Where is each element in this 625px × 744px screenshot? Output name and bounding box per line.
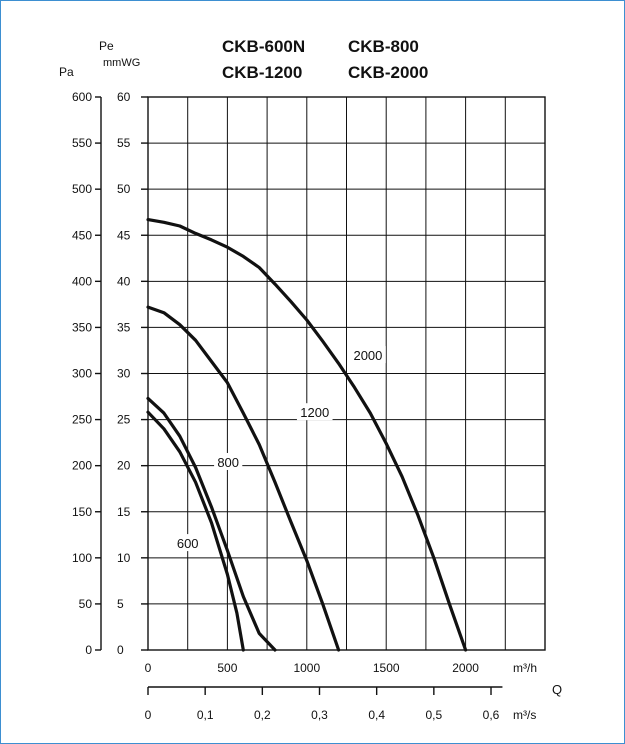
tick-labels: 0501001502002503003504004505005506000510… [72, 90, 537, 722]
pa-tick-label: 0 [85, 643, 92, 657]
mmwg-tick-label: 20 [117, 459, 131, 473]
pa-tick-label: 200 [72, 459, 92, 473]
title-model-800: CKB-800 [348, 37, 419, 56]
m3h-tick-label: 1500 [373, 661, 400, 675]
y-axis-label-pa: Pa [59, 65, 74, 79]
m3s-tick-label: 0,4 [368, 708, 385, 722]
m3s-tick-label: 0,1 [197, 708, 214, 722]
pa-tick-label: 250 [72, 413, 92, 427]
curve-label-800: 800 [217, 455, 239, 470]
mmwg-tick-label: 30 [117, 367, 131, 381]
y-axis-label-mmwg: mmWG [103, 57, 140, 69]
curve-label-bg [296, 403, 333, 421]
mmwg-tick-label: 60 [117, 90, 131, 104]
m3s-unit-label: m³/s [513, 708, 536, 722]
mmwg-tick-label: 45 [117, 228, 131, 242]
m3s-tick-label: 0,2 [254, 708, 271, 722]
pa-tick-label: 550 [72, 136, 92, 150]
mmwg-tick-label: 50 [117, 182, 131, 196]
pa-tick-label: 50 [79, 597, 93, 611]
axes [95, 96, 503, 695]
m3h-tick-label: 500 [217, 661, 237, 675]
mmwg-tick-label: 0 [117, 643, 124, 657]
mmwg-tick-label: 55 [117, 136, 131, 150]
m3s-tick-label: 0,6 [483, 708, 500, 722]
curve-2000 [146, 218, 468, 652]
curve-800 [146, 396, 277, 652]
pa-tick-label: 450 [72, 228, 92, 242]
pa-tick-label: 500 [72, 182, 92, 196]
pa-tick-label: 600 [72, 90, 92, 104]
m3s-tick-label: 0,3 [311, 708, 328, 722]
curve-label-1200: 1200 [300, 405, 329, 420]
curve-600 [146, 410, 245, 652]
mmwg-tick-label: 15 [117, 505, 131, 519]
m3s-tick-label: 0,5 [425, 708, 442, 722]
m3h-tick-label: 1000 [293, 661, 320, 675]
mmwg-tick-label: 40 [117, 274, 131, 288]
mmwg-tick-label: 5 [117, 597, 124, 611]
pa-tick-label: 150 [72, 505, 92, 519]
mmwg-tick-label: 35 [117, 320, 131, 334]
curve-label-600: 600 [177, 536, 199, 551]
m3h-tick-label: 2000 [452, 661, 479, 675]
m3h-tick-label: 0 [145, 661, 152, 675]
x-axis-label-q: Q [552, 682, 562, 697]
mmwg-tick-label: 25 [117, 413, 131, 427]
title-model-2000: CKB-2000 [348, 63, 428, 82]
curve-label-bg [173, 534, 202, 552]
curve-labels: 600 800 1200 2000 [173, 346, 386, 552]
curve-label-bg [214, 452, 243, 470]
title-model-600n: CKB-600N [222, 37, 305, 56]
pa-tick-label: 350 [72, 320, 92, 334]
mmwg-tick-label: 10 [117, 551, 131, 565]
curves [146, 218, 468, 652]
title-model-1200: CKB-1200 [222, 63, 302, 82]
curve-label-bg [350, 346, 386, 364]
pa-tick-label: 400 [72, 274, 92, 288]
m3s-tick-label: 0 [145, 708, 152, 722]
y-axis-label-pe: Pe [99, 39, 114, 53]
curve-1200 [146, 305, 341, 652]
pa-tick-label: 300 [72, 367, 92, 381]
m3h-unit-label: m³/h [513, 661, 537, 675]
curve-label-2000: 2000 [353, 348, 382, 363]
pa-tick-label: 100 [72, 551, 92, 565]
